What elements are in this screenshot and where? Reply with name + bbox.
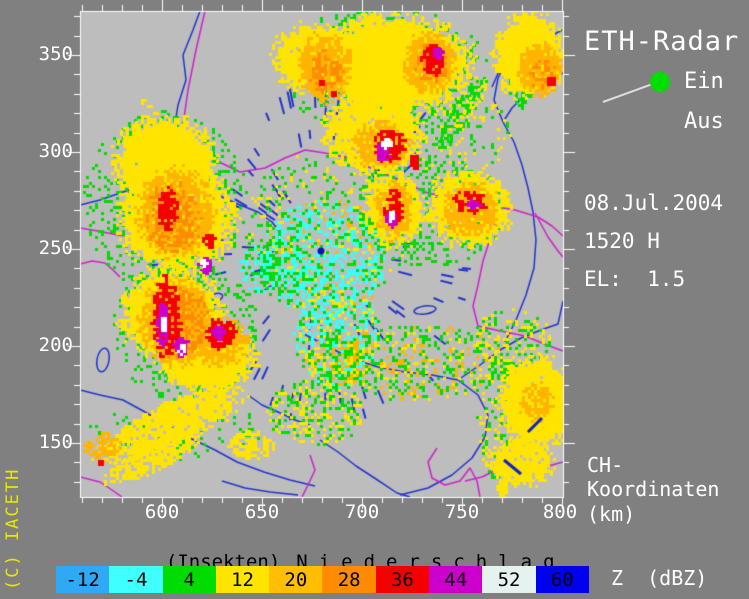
x-tick-label: 800 <box>542 501 578 523</box>
colorbar-value: 60 <box>550 568 574 591</box>
colorbar-segment: 12 <box>215 566 270 593</box>
colorbar-value: 20 <box>284 568 308 591</box>
colorbar-unit-label: Z (dBZ) <box>611 566 708 590</box>
y-tick-label: 250 <box>38 237 73 259</box>
colorbar-segment: 52 <box>482 566 536 593</box>
colorbar-segment: 20 <box>269 566 323 593</box>
colorbar-value: 28 <box>337 568 361 591</box>
colorbar-segment: 28 <box>322 566 376 593</box>
coord-system-label-line1: CH- <box>587 453 624 477</box>
y-tick-label: 350 <box>38 43 73 65</box>
colorbar-value: -4 <box>124 568 148 591</box>
scan-date: 08.Jul.2004 <box>584 191 724 215</box>
radar-on-indicator-icon[interactable] <box>650 72 670 92</box>
x-tick-label: 700 <box>344 501 380 523</box>
colorbar-value: -12 <box>65 568 100 591</box>
colorbar-segment: 36 <box>375 566 430 593</box>
colorbar-value: 44 <box>444 568 468 591</box>
coord-system-label-line2: Koordinaten <box>587 477 720 501</box>
colorbar-segment: 44 <box>429 566 483 593</box>
colorbar-value: 36 <box>390 568 414 591</box>
colorbar-segment: -4 <box>109 566 163 593</box>
colorbar-value: 4 <box>183 568 195 591</box>
x-tick-label: 750 <box>444 501 480 523</box>
y-tick-label: 150 <box>38 431 73 453</box>
colorbar-segment: -12 <box>56 566 110 593</box>
colorbar-segment: 60 <box>535 566 589 593</box>
elevation-angle: EL: 1.5 <box>584 267 686 291</box>
colorbar-value: 12 <box>231 568 254 591</box>
toggle-option-on[interactable]: Ein <box>684 69 724 94</box>
dbz-colorbar: -12 -4 4 12 20 28 36 44 52 60 <box>56 566 589 593</box>
toggle-option-off[interactable]: Aus <box>684 109 724 134</box>
y-tick-label: 200 <box>38 334 73 356</box>
x-tick-label: 600 <box>144 501 180 523</box>
colorbar-segment: 4 <box>162 566 216 593</box>
y-tick-label: 300 <box>38 140 73 162</box>
coord-unit-label: (km) <box>587 502 636 526</box>
copyright-vertical-label: (C) IACETH <box>3 467 23 590</box>
app-title: ETH-Radar <box>584 26 740 57</box>
colorbar-value: 52 <box>497 568 521 591</box>
scan-time: 1520 H <box>584 229 660 253</box>
x-tick-label: 650 <box>244 501 280 523</box>
